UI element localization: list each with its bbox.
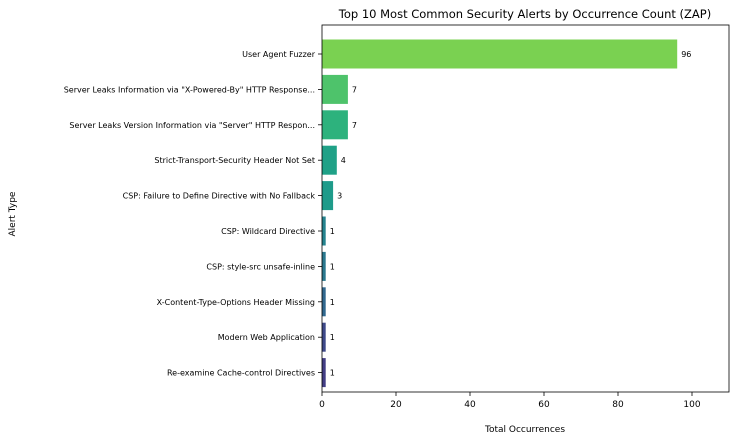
y-tick-label: Server Leaks Version Information via "Se… [69, 121, 315, 130]
x-tick-label: 60 [538, 400, 550, 410]
bar [322, 287, 326, 317]
y-tick-label: Strict-Transport-Security Header Not Set [154, 156, 315, 165]
bar [322, 322, 326, 352]
data-label: 1 [330, 262, 335, 271]
bar [322, 74, 348, 104]
plot-frame [321, 24, 730, 393]
bar [322, 181, 334, 211]
data-label: 4 [341, 156, 346, 165]
x-tick-label: 0 [319, 400, 325, 410]
bar [322, 110, 348, 140]
y-tick-label: Re-examine Cache-control Directives [167, 369, 315, 378]
data-label: 1 [330, 333, 335, 342]
x-axis-label: Total Occurrences [484, 425, 565, 435]
y-tick-label: CSP: style-src unsafe-inline [206, 262, 315, 271]
bar [322, 358, 326, 388]
x-tick-label: 40 [464, 400, 476, 410]
chart-title: Top 10 Most Common Security Alerts by Oc… [338, 7, 711, 21]
y-tick-label: Server Leaks Information via "X-Powered-… [64, 85, 315, 94]
data-label: 96 [681, 50, 691, 59]
y-tick-label: User Agent Fuzzer [242, 50, 316, 59]
data-label: 1 [330, 227, 335, 236]
x-tick-label: 80 [612, 400, 624, 410]
bar [322, 39, 678, 69]
y-tick-label: CSP: Failure to Define Directive with No… [123, 192, 316, 201]
bar [322, 251, 326, 281]
x-tick-label: 100 [683, 400, 700, 410]
bars-layer: 96 7 7 4 3 1 1 1 1 1 [322, 39, 691, 388]
x-tick-label: 20 [390, 400, 402, 410]
data-label: 1 [330, 298, 335, 307]
data-label: 1 [330, 369, 335, 378]
y-tick-label: CSP: Wildcard Directive [221, 227, 315, 236]
bar [322, 216, 326, 246]
y-tick-label: X-Content-Type-Options Header Missing [157, 298, 315, 307]
data-label: 7 [352, 85, 357, 94]
data-label: 7 [352, 121, 357, 130]
y-axis-label: Alert Type [8, 191, 18, 236]
bar [322, 145, 337, 175]
y-tick-label: Modern Web Application [218, 333, 315, 342]
data-label: 3 [337, 192, 342, 201]
axes-layer: User Agent Fuzzer Server Leaks Informatio… [64, 24, 730, 410]
